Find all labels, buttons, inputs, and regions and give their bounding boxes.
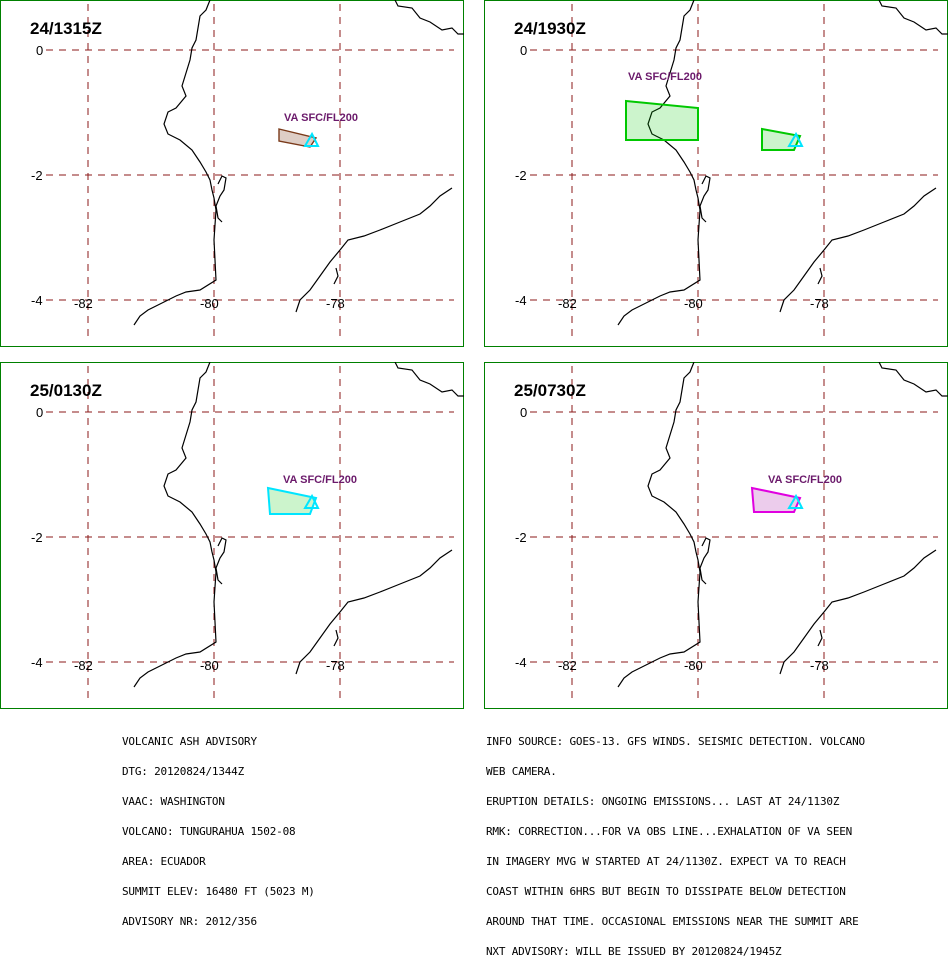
va-label: VA SFC/FL200 [284, 112, 358, 124]
panel-frame [0, 362, 464, 709]
lon-tick-78: -78 [326, 296, 345, 311]
valid-time-label: 24/1315Z [30, 19, 102, 38]
lon-tick-80: -80 [684, 658, 703, 673]
lon-tick-78: -78 [326, 658, 345, 673]
panel-frame [484, 362, 948, 709]
map-svg: VA SFC/FL200 24/1315Z 0 -2 -4 -82 -80 -7… [0, 0, 464, 347]
lon-tick-82: -82 [74, 296, 93, 311]
lat-tick-2: -2 [515, 530, 527, 545]
coastline [617, 0, 948, 326]
lat-tick-2: -2 [31, 530, 43, 545]
forecast-panel-4: VA SFC/FL200 25/0730Z 0 -2 -4 -82 -80 -7… [484, 362, 948, 709]
advisory-volcano: VOLCANO: TUNGURAHUA 1502-08 [122, 825, 296, 838]
lat-tick-4: -4 [515, 655, 527, 670]
advisory-area: AREA: ECUADOR [122, 855, 206, 868]
lon-tick-82: -82 [558, 658, 577, 673]
lon-tick-80: -80 [200, 296, 219, 311]
valid-time-label: 24/1930Z [514, 19, 586, 38]
lat-tick-0: 0 [36, 43, 43, 58]
map-svg: VA SFC/FL200 25/0730Z 0 -2 -4 -82 -80 -7… [484, 362, 948, 709]
valid-time-label: 25/0130Z [30, 381, 102, 400]
lon-tick-82: -82 [558, 296, 577, 311]
va-label: VA SFC/FL200 [768, 474, 842, 486]
coastline [133, 0, 464, 326]
advisory-remark-2: IN IMAGERY MVG W STARTED AT 24/1130Z. EX… [486, 855, 846, 868]
lon-tick-82: -82 [74, 658, 93, 673]
coastline [133, 362, 464, 688]
advisory-info-source: INFO SOURCE: GOES-13. GFS WINDS. SEISMIC… [486, 735, 865, 748]
forecast-panel-1: VA SFC/FL200 24/1315Z 0 -2 -4 -82 -80 -7… [0, 0, 464, 347]
lat-tick-4: -4 [515, 293, 527, 308]
lon-tick-78: -78 [810, 658, 829, 673]
advisory-remark-4: AROUND THAT TIME. OCCASIONAL EMISSIONS N… [486, 915, 859, 928]
lat-tick-4: -4 [31, 655, 43, 670]
coastline [617, 362, 948, 688]
forecast-panel-3: VA SFC/FL200 25/0130Z 0 -2 -4 -82 -80 -7… [0, 362, 464, 709]
advisory-header-block: VOLCANIC ASH ADVISORY DTG: 20120824/1344… [122, 717, 315, 937]
grid-lines [530, 4, 938, 340]
panel-frame [0, 0, 464, 347]
advisory-eruption-details: ERUPTION DETAILS: ONGOING EMISSIONS... L… [486, 795, 840, 808]
advisory-remark-1: RMK: CORRECTION...FOR VA OBS LINE...EXHA… [486, 825, 853, 838]
valid-time-label: 25/0730Z [514, 381, 586, 400]
ash-polygon [266, 486, 318, 515]
va-label: VA SFC/FL200 [283, 474, 357, 486]
va-label: VA SFC/FL200 [628, 71, 702, 83]
advisory-title: VOLCANIC ASH ADVISORY [122, 735, 257, 748]
grid-lines [530, 366, 938, 702]
lon-tick-80: -80 [200, 658, 219, 673]
advisory-next: NXT ADVISORY: WILL BE ISSUED BY 20120824… [486, 945, 782, 958]
map-svg: VA SFC/FL200 24/1930Z 0 -2 -4 -82 -80 -7… [484, 0, 948, 347]
advisory-summit-elev: SUMMIT ELEV: 16480 FT (5023 M) [122, 885, 315, 898]
advisory-dtg: DTG: 20120824/1344Z [122, 765, 245, 778]
advisory-info-source-cont: WEB CAMERA. [486, 765, 557, 778]
lat-tick-2: -2 [31, 168, 43, 183]
lat-tick-0: 0 [36, 405, 43, 420]
volcano-summit-icon [787, 493, 804, 509]
lat-tick-2: -2 [515, 168, 527, 183]
advisory-number: ADVISORY NR: 2012/356 [122, 915, 257, 928]
ash-polygon-west [625, 99, 699, 141]
volcano-summit-icon [303, 131, 320, 147]
grid-lines [46, 366, 454, 702]
advisory-details-block: INFO SOURCE: GOES-13. GFS WINDS. SEISMIC… [486, 717, 865, 967]
lon-tick-80: -80 [684, 296, 703, 311]
map-svg: VA SFC/FL200 25/0130Z 0 -2 -4 -82 -80 -7… [0, 362, 464, 709]
advisory-vaac: VAAC: WASHINGTON [122, 795, 225, 808]
advisory-remark-3: COAST WITHIN 6HRS BUT BEGIN TO DISSIPATE… [486, 885, 846, 898]
forecast-panel-2: VA SFC/FL200 24/1930Z 0 -2 -4 -82 -80 -7… [484, 0, 948, 347]
lon-tick-78: -78 [810, 296, 829, 311]
lat-tick-0: 0 [520, 43, 527, 58]
volcano-summit-icon [303, 493, 320, 509]
lat-tick-0: 0 [520, 405, 527, 420]
grid-lines [46, 4, 454, 340]
ash-polygon [750, 486, 802, 513]
volcano-summit-icon [787, 131, 804, 147]
panel-frame [484, 0, 948, 347]
lat-tick-4: -4 [31, 293, 43, 308]
